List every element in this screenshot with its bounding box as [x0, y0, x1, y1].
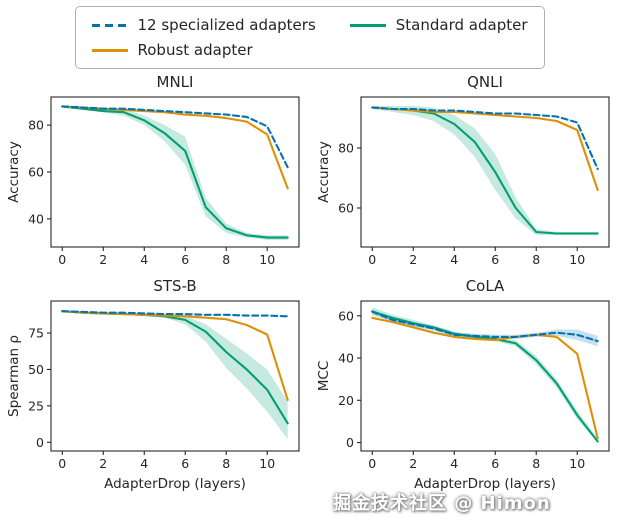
legend-label: Standard adapter — [395, 16, 528, 34]
legend-label: 12 specialized adapters — [137, 16, 316, 34]
y-axis-label: MCC — [316, 361, 332, 392]
plot-box — [49, 96, 300, 248]
x-tick-label: 8 — [532, 252, 540, 267]
chart-title: CoLA — [465, 277, 504, 295]
legend: 12 specialized adapters Robust adapter S… — [74, 6, 545, 69]
chart-panel-top-right: 0 2 4 6 8 10 60 80 QNLI Accuracy — [315, 71, 615, 275]
x-tick-label: 2 — [409, 456, 417, 471]
x-tick-label: 8 — [222, 252, 230, 267]
plot-box — [359, 300, 610, 452]
series-line — [60, 105, 289, 169]
x-tick-label: 2 — [409, 252, 417, 267]
chart-panel-bottom-left: 0 2 4 6 8 10 0 25 50 75 STS-B Spearman ρ AdapterDrop… — [5, 275, 305, 503]
y-tick-label: 60 — [28, 165, 44, 180]
y-axis-label: Spearman ρ — [6, 335, 22, 417]
chart-canvas: 0 2 4 6 8 10 0 20 40 60 CoLA MCC AdapterDrop (layers… — [316, 277, 610, 492]
confidence-band — [61, 105, 288, 240]
legend-item-specialized: 12 specialized adapters — [91, 16, 316, 34]
y-tick-label: 25 — [28, 398, 44, 413]
charts-grid: 0 2 4 6 8 10 40 60 80 MNLI Accuracy 0 2 4 6 8 10 60 80 QNL… — [0, 71, 619, 503]
x-axis-label: AdapterDrop (layers) — [414, 476, 556, 492]
series-line — [60, 310, 289, 318]
x-tick-label: 0 — [58, 252, 66, 267]
series-line — [60, 105, 289, 239]
y-tick-label: 80 — [338, 141, 354, 156]
x-tick-label: 6 — [491, 456, 499, 471]
x-tick-label: 10 — [569, 456, 585, 471]
y-tick-label: 60 — [338, 308, 354, 323]
y-axis-label: Accuracy — [316, 141, 332, 203]
confidence-band — [371, 307, 598, 443]
solid-line-sample-icon — [349, 23, 386, 27]
chart-canvas: 0 2 4 6 8 10 40 60 80 MNLI Accuracy — [6, 73, 300, 267]
plot-box — [359, 96, 610, 248]
x-tick-label: 10 — [569, 252, 585, 267]
y-tick-label: 20 — [338, 393, 354, 408]
x-tick-label: 10 — [259, 456, 275, 471]
x-tick-label: 8 — [222, 456, 230, 471]
chart-title: STS-B — [153, 277, 196, 295]
chart-panel-bottom-right: 0 2 4 6 8 10 0 20 40 60 CoLA MCC AdapterDrop (layers… — [315, 275, 615, 503]
x-tick-label: 0 — [368, 252, 376, 267]
confidence-band — [61, 310, 288, 440]
chart-canvas: 0 2 4 6 8 10 0 25 50 75 STS-B Spearman ρ AdapterDrop… — [6, 277, 300, 492]
y-tick-label: 80 — [28, 118, 44, 133]
series-line — [370, 106, 599, 192]
x-tick-label: 0 — [58, 456, 66, 471]
series-line — [370, 316, 599, 440]
dashed-line-sample-icon — [91, 23, 128, 27]
series-line — [370, 106, 599, 171]
x-tick-label: 2 — [99, 456, 107, 471]
legend-item-standard: Standard adapter — [349, 16, 528, 34]
y-tick-label: 75 — [28, 326, 44, 341]
x-axis-label: AdapterDrop (layers) — [104, 476, 246, 492]
x-tick-label: 4 — [140, 456, 148, 471]
chart-panel-top-left: 0 2 4 6 8 10 40 60 80 MNLI Accuracy — [5, 71, 305, 275]
legend-label: Robust adapter — [137, 41, 253, 59]
x-tick-label: 6 — [491, 252, 499, 267]
x-tick-label: 4 — [140, 252, 148, 267]
x-tick-label: 0 — [368, 456, 376, 471]
series-line — [370, 310, 599, 343]
solid-line-sample-icon — [91, 48, 128, 52]
confidence-band — [371, 309, 598, 347]
series-line — [370, 310, 599, 443]
chart-title: QNLI — [467, 73, 503, 91]
y-tick-label: 0 — [36, 435, 44, 450]
x-tick-label: 2 — [99, 252, 107, 267]
x-tick-label: 4 — [450, 456, 458, 471]
y-tick-label: 40 — [338, 351, 354, 366]
x-tick-label: 6 — [181, 456, 189, 471]
y-tick-label: 60 — [338, 201, 354, 216]
x-tick-label: 10 — [259, 252, 275, 267]
y-axis-label: Accuracy — [6, 141, 22, 203]
plot-box — [49, 300, 300, 452]
chart-canvas: 0 2 4 6 8 10 60 80 QNLI Accuracy — [316, 73, 610, 267]
x-tick-label: 6 — [181, 252, 189, 267]
legend-item-robust: Robust adapter — [91, 41, 316, 59]
y-tick-label: 40 — [28, 211, 44, 226]
y-tick-label: 50 — [28, 362, 44, 377]
x-tick-label: 4 — [450, 252, 458, 267]
confidence-band — [371, 106, 598, 235]
chart-title: MNLI — [156, 73, 193, 91]
x-tick-label: 8 — [532, 456, 540, 471]
y-tick-label: 0 — [346, 435, 354, 450]
